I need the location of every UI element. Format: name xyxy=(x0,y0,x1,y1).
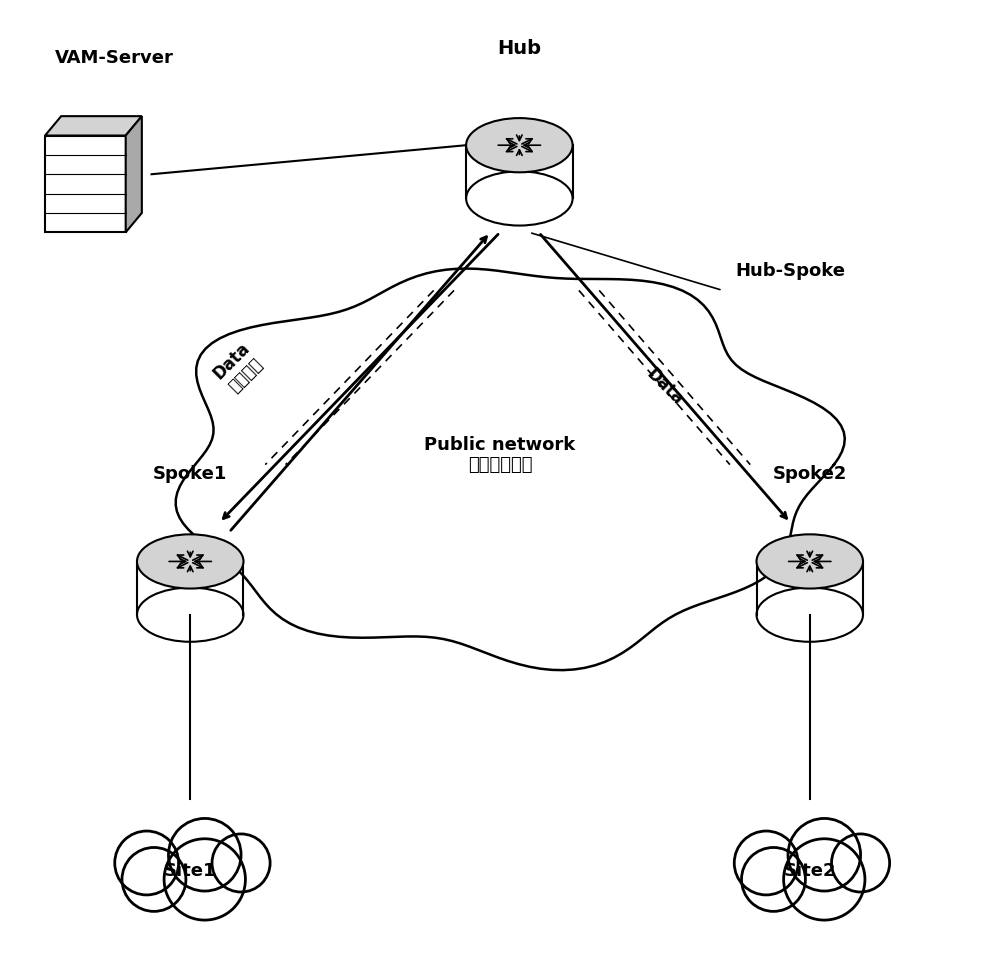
Circle shape xyxy=(742,848,805,912)
Polygon shape xyxy=(126,116,142,232)
Circle shape xyxy=(168,819,241,891)
Text: Hub-Spoke: Hub-Spoke xyxy=(735,262,845,280)
Text: Data
（数据）: Data （数据） xyxy=(209,339,268,397)
Text: Public network
（公共网络）: Public network （公共网络） xyxy=(424,436,576,474)
Text: Hub: Hub xyxy=(497,39,541,58)
Text: VAM-Server: VAM-Server xyxy=(55,49,174,67)
Text: Site1: Site1 xyxy=(164,862,216,880)
Circle shape xyxy=(832,833,890,892)
Text: Data: Data xyxy=(643,365,686,409)
Ellipse shape xyxy=(137,534,243,589)
Circle shape xyxy=(212,833,270,892)
Text: Site2: Site2 xyxy=(784,862,836,880)
Circle shape xyxy=(734,831,798,894)
Circle shape xyxy=(115,831,179,894)
Polygon shape xyxy=(176,268,845,670)
Circle shape xyxy=(122,848,186,912)
Text: Spoke1: Spoke1 xyxy=(153,466,227,483)
Polygon shape xyxy=(45,136,126,232)
Circle shape xyxy=(784,838,865,920)
Circle shape xyxy=(788,819,861,891)
Polygon shape xyxy=(45,116,142,136)
Circle shape xyxy=(164,838,245,920)
Ellipse shape xyxy=(466,118,573,172)
Text: Spoke2: Spoke2 xyxy=(773,466,847,483)
Ellipse shape xyxy=(757,534,863,589)
